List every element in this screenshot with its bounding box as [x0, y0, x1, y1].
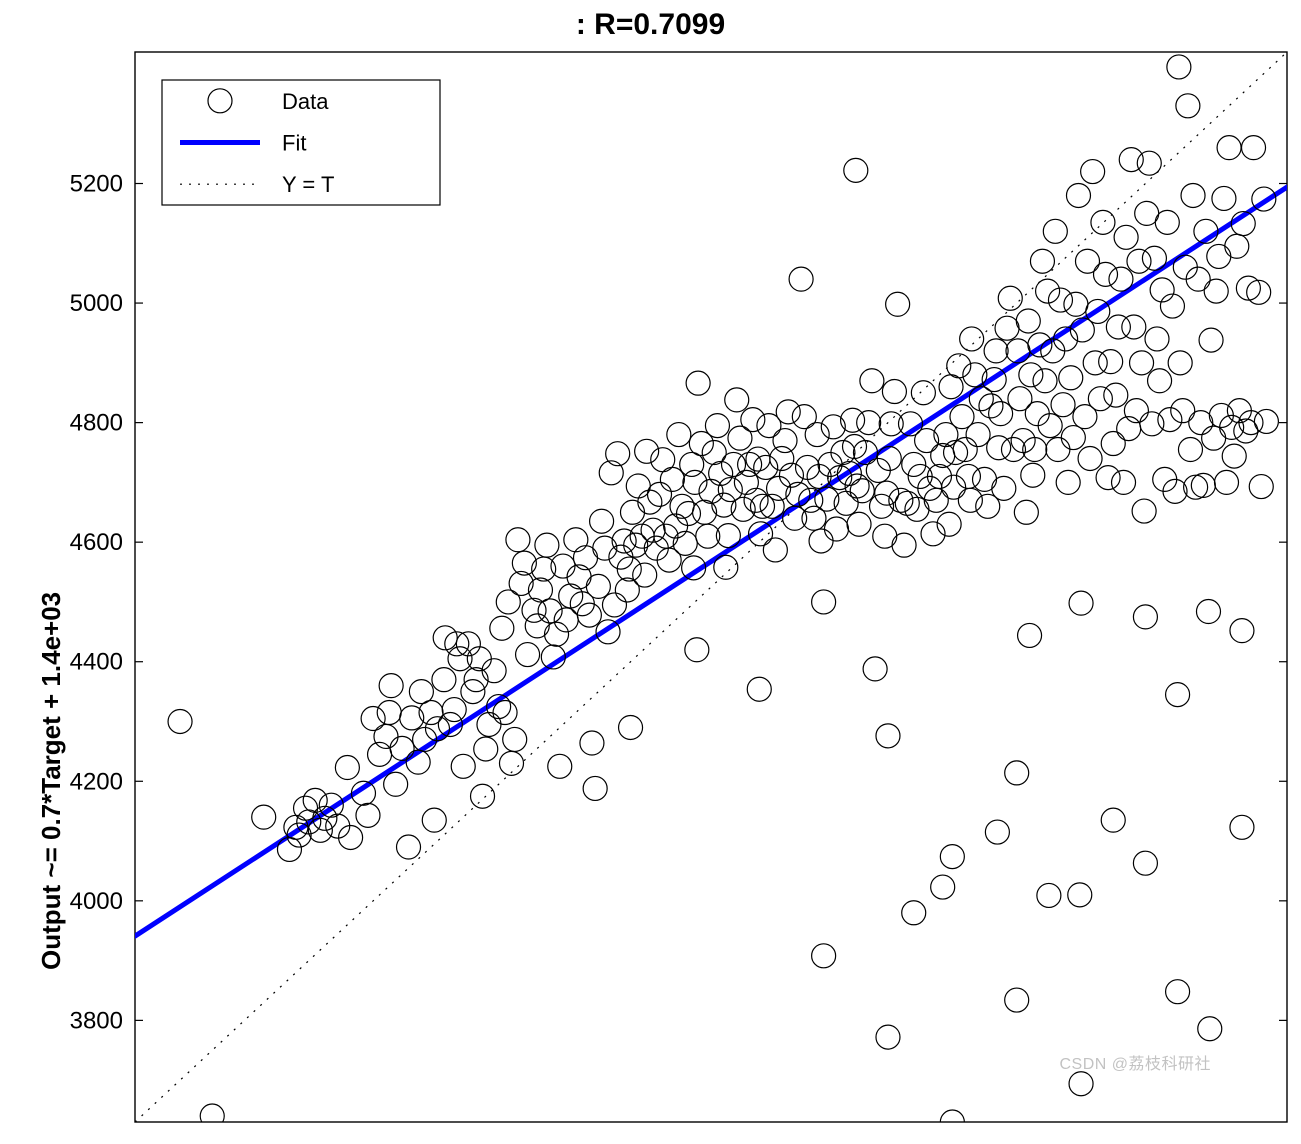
svg-text:3800: 3800	[70, 1007, 123, 1034]
regression-chart: : R=0.7099 Output ~= 0.7*Target + 1.4e+0…	[0, 0, 1301, 1144]
watermark: CSDN @荔枝科研社	[1059, 1050, 1211, 1074]
svg-text:4400: 4400	[70, 649, 123, 676]
svg-text:Fit: Fit	[282, 131, 306, 156]
svg-text:4200: 4200	[70, 768, 123, 795]
svg-text:5200: 5200	[70, 171, 123, 198]
svg-text:Data: Data	[282, 89, 329, 114]
svg-text:4000: 4000	[70, 888, 123, 915]
svg-text:Y = T: Y = T	[282, 172, 334, 197]
y-axis-label: Output ~= 0.7*Target + 1.4e+03	[36, 592, 67, 970]
plot-canvas: 3800 4000 4200 4400 4600 4800 5000 5200 Data Fit Y…	[0, 0, 1301, 1144]
chart-title: : R=0.7099	[0, 8, 1301, 42]
svg-text:5000: 5000	[70, 290, 123, 317]
svg-text:4600: 4600	[70, 529, 123, 556]
svg-text:4800: 4800	[70, 410, 123, 437]
